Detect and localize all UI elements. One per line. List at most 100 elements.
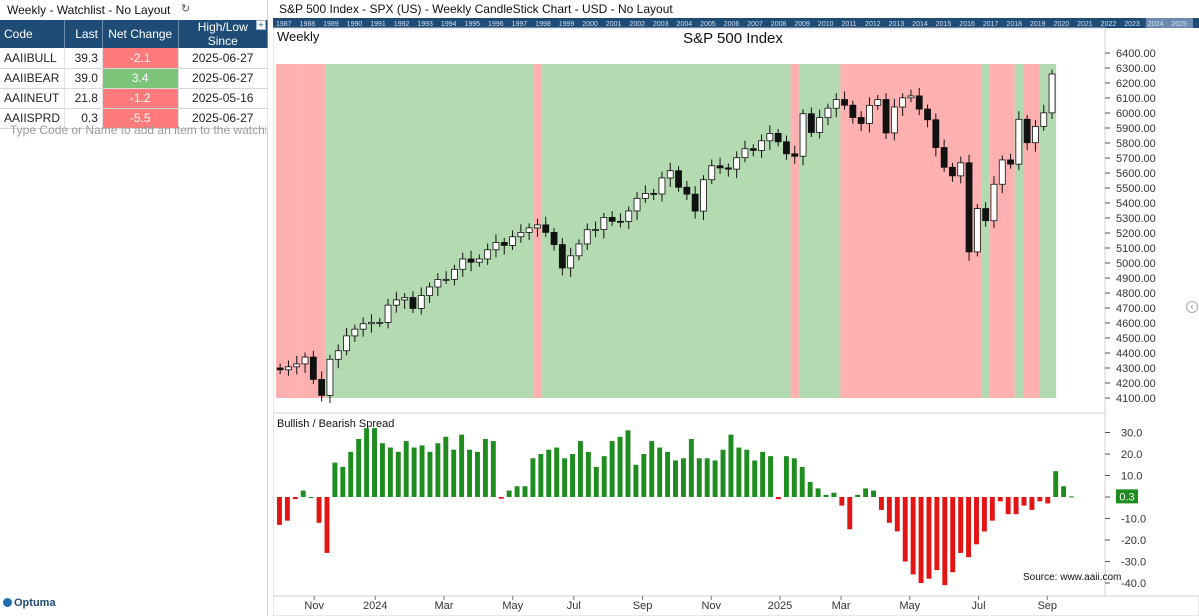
spread-bar xyxy=(744,449,750,497)
spread-bar xyxy=(878,497,884,510)
spread-bar xyxy=(348,451,354,497)
candle-body xyxy=(1007,159,1014,165)
spread-bar xyxy=(704,458,710,497)
spread-bar xyxy=(712,460,718,497)
candle-body xyxy=(617,220,624,223)
spread-bar xyxy=(720,449,726,497)
year-strip-highlight xyxy=(1169,18,1193,28)
candle-body xyxy=(633,197,641,212)
candle-body xyxy=(326,358,334,396)
spread-bar xyxy=(981,497,987,532)
candle-body xyxy=(749,148,757,151)
spread-bar xyxy=(451,449,457,497)
candle-body xyxy=(592,229,599,231)
watchlist-row[interactable]: AAIISPRD 0.3 -5.5 2025-06-27 xyxy=(0,108,268,129)
spread-bar xyxy=(467,449,473,497)
source-label: Source: www.aaii.com xyxy=(1023,572,1121,583)
expand-icon[interactable]: + xyxy=(256,20,266,30)
watchlist-row[interactable]: AAIINEUT 21.8 -1.2 2025-05-16 xyxy=(0,88,268,109)
price-chart-title: S&P 500 Index xyxy=(683,30,783,47)
spread-bar xyxy=(958,497,964,553)
candle-body xyxy=(998,159,1006,185)
collapse-arrow-icon[interactable]: ‹ xyxy=(1186,301,1198,313)
x-tick-label: Jul xyxy=(567,600,581,612)
candle-body xyxy=(683,186,691,195)
year-strip-label: 2016 xyxy=(959,21,975,28)
spread-bar xyxy=(902,497,908,562)
sentiment-zone xyxy=(1023,64,1040,398)
candle-body xyxy=(359,323,367,330)
col-net-change[interactable]: Net Change xyxy=(102,20,179,48)
candle-body xyxy=(517,231,525,238)
spread-bar xyxy=(514,486,520,497)
spread-tick-label: -10.0 xyxy=(1121,514,1146,526)
x-tick-label: May xyxy=(899,600,920,612)
spread-bar xyxy=(791,458,797,497)
spread-bar xyxy=(609,441,615,497)
candle-body xyxy=(426,286,433,296)
candle-body xyxy=(293,363,301,368)
add-item-input[interactable]: Type Code or Name to add an item to the … xyxy=(10,123,266,137)
spread-bar xyxy=(364,428,370,497)
candle-body xyxy=(791,153,799,157)
spread-bar xyxy=(974,497,979,545)
candle-body xyxy=(932,119,940,148)
col-high-low-since[interactable]: High/Low Since xyxy=(178,20,268,48)
price-tick-label: 6000.00 xyxy=(1116,108,1156,120)
col-code[interactable]: Code xyxy=(0,20,66,48)
spread-bar xyxy=(593,466,599,497)
watchlist-row[interactable]: AAIIBEAR 39.0 3.4 2025-06-27 xyxy=(0,68,268,89)
candle-body xyxy=(766,132,774,142)
spread-bar xyxy=(419,445,425,497)
spread-bar xyxy=(752,460,758,497)
row-net-change: -1.2 xyxy=(102,88,179,109)
spread-bar xyxy=(506,490,512,497)
x-tick-label: Nov xyxy=(304,600,324,612)
row-code: AAIIBEAR xyxy=(0,68,66,89)
watchlist-row[interactable]: AAIIBULL 39.3 -2.1 2025-06-27 xyxy=(0,48,268,69)
year-strip-label: 2005 xyxy=(700,21,716,28)
col-last[interactable]: Last xyxy=(64,20,103,48)
year-strip-label: 2011 xyxy=(841,21,856,28)
spread-bar xyxy=(665,451,671,497)
spread-bar xyxy=(530,458,536,497)
candle-body xyxy=(608,216,616,222)
candle-body xyxy=(459,258,467,270)
refresh-icon[interactable]: ↻ xyxy=(181,3,191,15)
spread-bar xyxy=(395,451,401,497)
candle-body xyxy=(575,243,583,257)
sentiment-zone xyxy=(1039,64,1057,398)
candle-body xyxy=(849,104,857,118)
spread-bar xyxy=(482,438,488,497)
spread-bar xyxy=(910,497,916,575)
spread-tick-label: 30.0 xyxy=(1121,428,1142,440)
year-strip-label: 2012 xyxy=(865,21,881,28)
year-strip-label: 2010 xyxy=(818,21,834,28)
spread-bar xyxy=(356,438,362,497)
last-value-badge xyxy=(1116,489,1138,504)
spread-bar xyxy=(435,443,441,497)
candle-body xyxy=(434,279,442,288)
candle-body xyxy=(924,108,931,121)
spread-bar xyxy=(783,456,789,497)
candle-body xyxy=(666,170,674,179)
year-strip xyxy=(273,18,1199,28)
x-tick-label: Jul xyxy=(971,600,985,612)
price-tick-label: 6400.00 xyxy=(1116,48,1156,60)
chart-canvas[interactable]: 1987 1988 1989 1990 1991 1992 1993 1994 1995 1996… xyxy=(273,0,1199,616)
year-strip-label: 2013 xyxy=(889,21,905,28)
spread-bar xyxy=(585,451,591,497)
x-tick-label: 2025 xyxy=(768,600,792,612)
candle-body xyxy=(641,192,649,199)
spread-bar xyxy=(728,434,734,497)
watchlist-table: Code Last Net Change High/Low Since AAII… xyxy=(0,20,268,129)
spread-bar xyxy=(649,441,655,497)
spread-bar xyxy=(577,441,583,497)
candle-body xyxy=(285,366,292,371)
candle-body xyxy=(915,95,923,110)
x-tick-label: 2024 xyxy=(363,600,387,612)
row-since: 2025-06-27 xyxy=(178,108,268,129)
price-tick-label: 6100.00 xyxy=(1116,93,1156,105)
spread-bar xyxy=(601,456,607,497)
year-strip-label: 1991 xyxy=(370,21,386,28)
